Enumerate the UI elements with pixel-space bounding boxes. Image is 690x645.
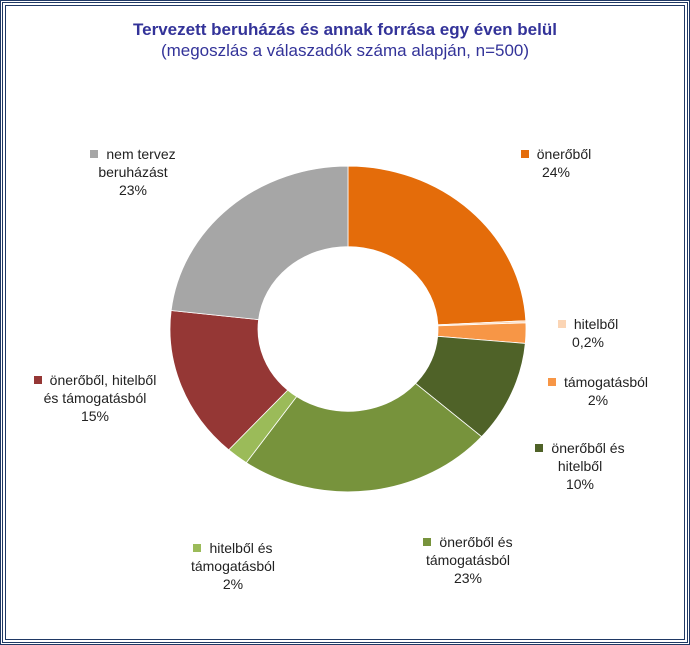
donut-slice-6 [169, 310, 289, 451]
label-onerobol: önerőből 24% [501, 145, 611, 181]
legend-swatch [547, 378, 556, 386]
label-tamogatasbol: támogatásból 2% [533, 373, 663, 409]
label-nem-tervez: nem tervez beruházást 23% [73, 145, 193, 199]
label-onerobol-es-hitelbol: önerőből és hitelből 10% [515, 439, 645, 493]
legend-swatch [423, 538, 432, 546]
donut-slice-7 [170, 165, 349, 321]
legend-swatch [520, 150, 529, 158]
donut-slice-0 [347, 165, 527, 326]
chart-title: Tervezett beruházás és annak forrása egy… [3, 19, 687, 61]
chart-subtitle: (megoszlás a válaszadók száma alapján, n… [160, 41, 530, 60]
label-mindharom: önerőből, hitelből és támogatásból 15% [25, 371, 165, 425]
chart-title-main: Tervezett beruházás és annak forrása egy… [133, 20, 557, 39]
legend-swatch [193, 544, 202, 552]
label-onerobol-es-tamogatasbol: önerőből és támogatásból 23% [403, 533, 533, 587]
legend-swatch [90, 150, 99, 158]
legend-swatch [535, 444, 544, 452]
label-hitelbol-es-tamogatasbol: hitelből és támogatásból 2% [190, 540, 276, 592]
legend-swatch [557, 320, 566, 328]
label-hitelbol: hitelből 0,2% [543, 315, 633, 351]
legend-swatch [33, 376, 42, 384]
donut-chart [169, 165, 527, 493]
donut-slice-4 [245, 382, 483, 493]
